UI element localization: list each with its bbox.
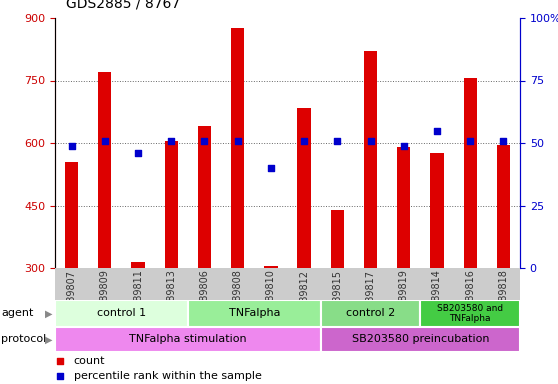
Bar [364, 51, 377, 268]
Bar [321, 300, 420, 327]
Text: count: count [74, 356, 105, 366]
Text: agent: agent [1, 308, 33, 318]
Point [55, 373, 64, 379]
Text: control 2: control 2 [346, 308, 395, 318]
Text: GSM189813: GSM189813 [166, 270, 176, 328]
Bar [55, 300, 188, 327]
Text: percentile rank within the sample: percentile rank within the sample [74, 371, 262, 381]
Text: TNFalpha: TNFalpha [229, 308, 280, 318]
Bar [464, 78, 477, 268]
Bar [397, 147, 410, 268]
Bar [131, 262, 145, 268]
Point [333, 137, 342, 144]
Bar [65, 162, 78, 268]
Bar [188, 300, 321, 327]
Text: ▶: ▶ [45, 308, 52, 318]
Text: GSM189808: GSM189808 [233, 270, 243, 328]
Point [499, 137, 508, 144]
Text: GSM189806: GSM189806 [199, 270, 209, 328]
Point [366, 137, 375, 144]
Bar [420, 300, 520, 327]
Bar [165, 141, 178, 268]
Point [100, 137, 109, 144]
Text: GSM189814: GSM189814 [432, 270, 442, 328]
Bar [297, 108, 311, 268]
Text: GSM189807: GSM189807 [66, 270, 76, 329]
Bar [98, 72, 112, 268]
Bar [430, 154, 444, 268]
Text: GSM189812: GSM189812 [299, 270, 309, 329]
Text: GDS2885 / 8767: GDS2885 / 8767 [66, 0, 180, 10]
Point [300, 137, 309, 144]
Point [200, 137, 209, 144]
Point [266, 165, 275, 171]
Point [233, 137, 242, 144]
Text: TNFalpha stimulation: TNFalpha stimulation [129, 334, 247, 344]
Bar [198, 126, 211, 268]
Text: GSM189809: GSM189809 [100, 270, 110, 328]
Text: SB203580 preincubation: SB203580 preincubation [352, 334, 489, 344]
Bar [321, 327, 520, 352]
Text: GSM189811: GSM189811 [133, 270, 143, 328]
Point [400, 142, 408, 149]
Bar [264, 266, 277, 268]
Text: GSM189819: GSM189819 [399, 270, 409, 328]
Point [432, 127, 441, 134]
Text: protocol: protocol [1, 334, 46, 344]
Text: GSM189817: GSM189817 [365, 270, 376, 329]
Text: GSM189816: GSM189816 [465, 270, 475, 328]
Text: ▶: ▶ [45, 334, 52, 344]
Point [55, 358, 64, 364]
Bar [231, 28, 244, 268]
Text: GSM189815: GSM189815 [333, 270, 342, 329]
Text: GSM189810: GSM189810 [266, 270, 276, 328]
Text: control 1: control 1 [97, 308, 146, 318]
Text: GSM189818: GSM189818 [498, 270, 508, 328]
Point [167, 137, 176, 144]
Point [466, 137, 475, 144]
Bar [331, 210, 344, 268]
Text: SB203580 and
TNFalpha: SB203580 and TNFalpha [437, 304, 503, 323]
Bar [497, 145, 510, 268]
Point [133, 150, 142, 156]
Point [67, 142, 76, 149]
Bar [55, 327, 321, 352]
